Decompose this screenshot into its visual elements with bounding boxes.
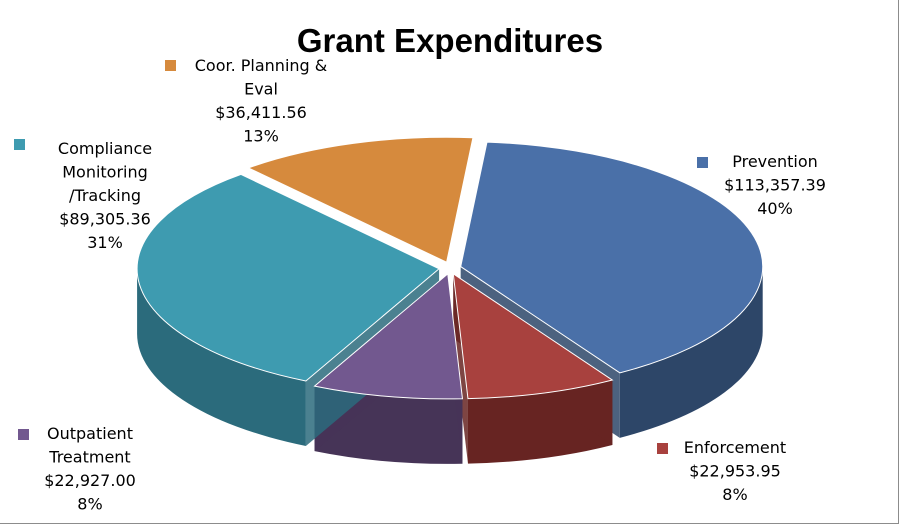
pie-slice [136, 173, 441, 382]
slice-data-label: Compliance Monitoring/Tracking $89,305.36 3… [58, 139, 152, 252]
pie-slice-face [453, 273, 468, 464]
legend-swatch [14, 139, 25, 150]
legend-swatch [657, 443, 668, 454]
pie-slice [247, 136, 474, 263]
legend-swatch [18, 429, 29, 440]
pie-slice-side [619, 266, 763, 438]
pie-slice [313, 272, 464, 400]
pie-slice-side [137, 268, 306, 446]
legend-swatch [165, 60, 176, 71]
legend-swatch [697, 157, 708, 168]
chart-title: Grant Expenditures [296, 22, 604, 59]
pie-labels: Prevention $113,357.39 40% Enforcement $22,9… [14, 56, 826, 514]
slice-data-label: Enforcement $22,953.95 8% [684, 438, 786, 504]
pie-slice [452, 272, 614, 400]
slice-data-label: Outpatient Treatment $22,927.00 8% [44, 424, 136, 514]
slice-data-label: Coor. Planning & Eval $36,411.56 13% [195, 56, 328, 146]
slice-data-label: Prevention $113,357.39 40% [724, 152, 826, 218]
pie-slice [460, 141, 764, 374]
pie-tops [136, 136, 764, 400]
